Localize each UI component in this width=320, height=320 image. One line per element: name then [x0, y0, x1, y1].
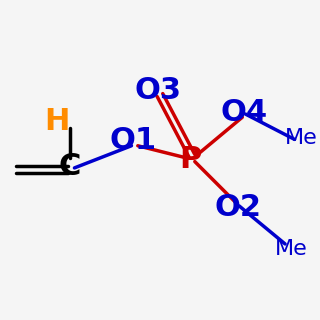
- Text: H: H: [44, 108, 70, 137]
- Text: Me: Me: [284, 128, 317, 148]
- Text: O2: O2: [214, 193, 261, 222]
- Text: O4: O4: [220, 98, 268, 127]
- Text: O1: O1: [109, 126, 156, 156]
- Text: Me: Me: [275, 239, 308, 259]
- Text: P: P: [179, 146, 201, 174]
- Text: C: C: [59, 152, 81, 181]
- Text: O3: O3: [135, 76, 182, 105]
